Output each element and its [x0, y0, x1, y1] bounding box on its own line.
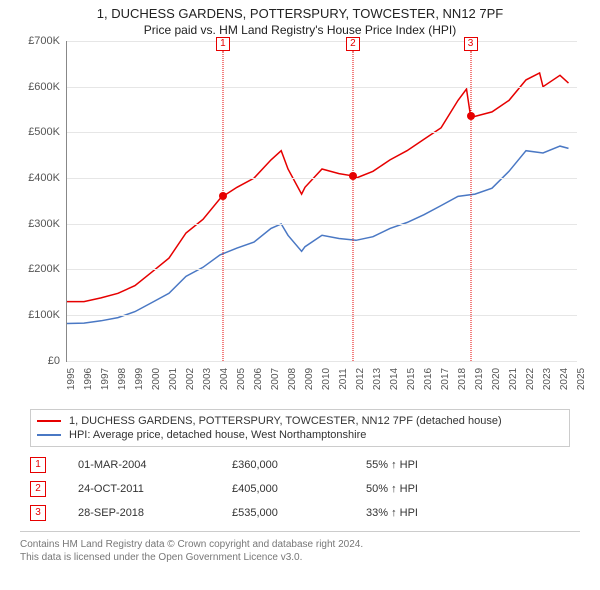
x-tick-label: 2017 — [440, 368, 451, 390]
y-tick-label: £0 — [48, 355, 60, 367]
y-axis-labels: £0£100K£200K£300K£400K£500K£600K£700K — [20, 41, 64, 361]
x-tick-label: 1995 — [66, 368, 77, 390]
sale-badge: 1 — [30, 457, 46, 473]
sale-date: 24-OCT-2011 — [78, 483, 208, 495]
sale-hpi-diff: 33% ↑ HPI — [366, 507, 466, 519]
sale-badge: 2 — [30, 481, 46, 497]
x-tick-label: 2015 — [406, 368, 417, 390]
sale-row: 2 24-OCT-2011 £405,000 50% ↑ HPI — [30, 477, 570, 501]
sale-hpi-diff: 50% ↑ HPI — [366, 483, 466, 495]
event-marker-line — [470, 51, 471, 361]
x-tick-label: 1997 — [100, 368, 111, 390]
x-tick-label: 2002 — [185, 368, 196, 390]
grid-line — [67, 132, 577, 133]
footer-note: Contains HM Land Registry data © Crown c… — [20, 531, 580, 565]
x-tick-label: 2005 — [236, 368, 247, 390]
sale-price: £535,000 — [232, 507, 342, 519]
x-tick-label: 2006 — [253, 368, 264, 390]
x-tick-label: 1998 — [117, 368, 128, 390]
x-tick-label: 2024 — [559, 368, 570, 390]
y-tick-label: £300K — [28, 218, 60, 230]
sales-table: 1 01-MAR-2004 £360,000 55% ↑ HPI 2 24-OCT-201… — [30, 453, 570, 525]
event-marker-dot — [219, 192, 227, 200]
legend-label: 1, DUCHESS GARDENS, POTTERSPURY, TOWCEST… — [69, 415, 502, 427]
sale-date: 01-MAR-2004 — [78, 459, 208, 471]
x-tick-label: 2011 — [338, 368, 349, 390]
event-marker-badge: 2 — [346, 37, 360, 51]
x-tick-label: 2004 — [219, 368, 230, 390]
chart-plot-area: £0£100K£200K£300K£400K£500K£600K£700K 12… — [20, 41, 580, 381]
x-tick-label: 2021 — [508, 368, 519, 390]
x-tick-label: 2003 — [202, 368, 213, 390]
footer-line-1: Contains HM Land Registry data © Crown c… — [20, 538, 580, 552]
legend-entry: 1, DUCHESS GARDENS, POTTERSPURY, TOWCEST… — [37, 414, 563, 428]
x-tick-label: 2016 — [423, 368, 434, 390]
plot: 123 — [66, 41, 577, 362]
x-tick-label: 2019 — [474, 368, 485, 390]
legend-box: 1, DUCHESS GARDENS, POTTERSPURY, TOWCEST… — [30, 409, 570, 447]
event-marker-dot — [349, 172, 357, 180]
sale-row: 1 01-MAR-2004 £360,000 55% ↑ HPI — [30, 453, 570, 477]
event-marker-line — [352, 51, 353, 361]
chart-container: 1, DUCHESS GARDENS, POTTERSPURY, TOWCEST… — [0, 6, 600, 590]
y-tick-label: £500K — [28, 126, 60, 138]
x-tick-label: 2000 — [151, 368, 162, 390]
x-tick-label: 2013 — [372, 368, 383, 390]
sale-price: £360,000 — [232, 459, 342, 471]
sale-hpi-diff: 55% ↑ HPI — [366, 459, 466, 471]
x-tick-label: 2007 — [270, 368, 281, 390]
y-tick-label: £600K — [28, 81, 60, 93]
grid-line — [67, 178, 577, 179]
sale-date: 28-SEP-2018 — [78, 507, 208, 519]
grid-line — [67, 87, 577, 88]
grid-line — [67, 361, 577, 362]
legend-label: HPI: Average price, detached house, West… — [69, 429, 366, 441]
event-marker-dot — [467, 112, 475, 120]
x-tick-label: 2018 — [457, 368, 468, 390]
x-tick-label: 2010 — [321, 368, 332, 390]
x-tick-label: 2012 — [355, 368, 366, 390]
grid-line — [67, 315, 577, 316]
x-tick-label: 2022 — [525, 368, 536, 390]
x-axis-labels: 1995199619971998199920002001200220032004… — [66, 363, 576, 381]
legend-entry: HPI: Average price, detached house, West… — [37, 428, 563, 442]
x-tick-label: 2009 — [304, 368, 315, 390]
grid-line — [67, 41, 577, 42]
event-marker-line — [222, 51, 223, 361]
event-marker-badge: 3 — [464, 37, 478, 51]
sale-row: 3 28-SEP-2018 £535,000 33% ↑ HPI — [30, 501, 570, 525]
x-tick-label: 2014 — [389, 368, 400, 390]
sale-badge: 3 — [30, 505, 46, 521]
x-tick-label: 2008 — [287, 368, 298, 390]
y-tick-label: £400K — [28, 172, 60, 184]
footer-line-2: This data is licensed under the Open Gov… — [20, 551, 580, 565]
legend-swatch — [37, 434, 61, 436]
x-tick-label: 1996 — [83, 368, 94, 390]
event-marker-badge: 1 — [216, 37, 230, 51]
y-tick-label: £700K — [28, 35, 60, 47]
sale-price: £405,000 — [232, 483, 342, 495]
grid-line — [67, 224, 577, 225]
x-tick-label: 2025 — [576, 368, 587, 390]
y-tick-label: £100K — [28, 309, 60, 321]
x-tick-label: 1999 — [134, 368, 145, 390]
chart-subtitle: Price paid vs. HM Land Registry's House … — [0, 23, 600, 37]
x-tick-label: 2023 — [542, 368, 553, 390]
grid-line — [67, 269, 577, 270]
line-series-svg — [67, 41, 577, 361]
chart-title: 1, DUCHESS GARDENS, POTTERSPURY, TOWCEST… — [0, 6, 600, 23]
legend-swatch — [37, 420, 61, 422]
x-tick-label: 2020 — [491, 368, 502, 390]
y-tick-label: £200K — [28, 263, 60, 275]
x-tick-label: 2001 — [168, 368, 179, 390]
